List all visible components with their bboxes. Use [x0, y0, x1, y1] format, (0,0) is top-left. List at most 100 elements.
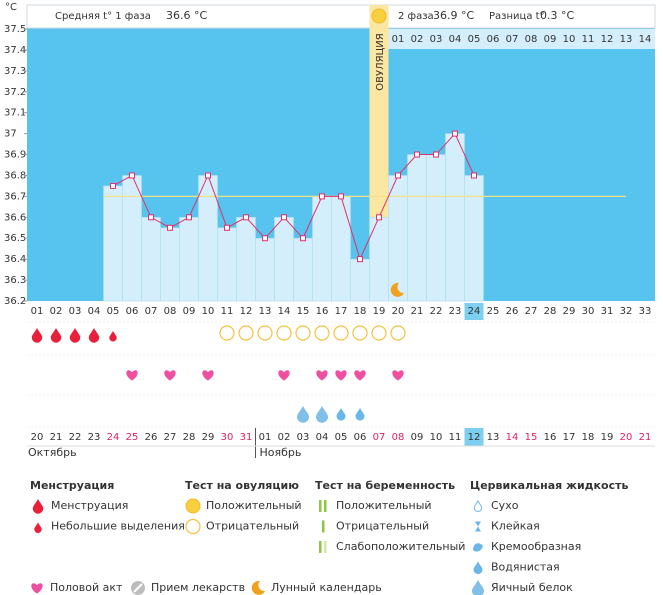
date: 19 [601, 432, 614, 443]
temperature-point [262, 235, 268, 242]
temperature-point [281, 214, 287, 221]
temperature-point [167, 224, 173, 231]
date: 06 [354, 432, 367, 443]
date: 03 [297, 432, 310, 443]
cycle-day: 20 [392, 306, 405, 317]
temperature-bar [388, 175, 408, 302]
date: 05 [335, 432, 348, 443]
ovulation-positive-icon [371, 8, 387, 24]
cycle-day: 22 [430, 306, 443, 317]
cycle-day: 09 [183, 306, 196, 317]
legend-item: Кремообразная [491, 540, 581, 553]
cycle-day: 24 [468, 306, 481, 317]
temperature-point [338, 193, 344, 200]
legend-item: Половой акт [50, 581, 123, 594]
ovulation-negative-icon [390, 325, 406, 341]
post-ovulation-day: 01 [392, 34, 405, 45]
date: 04 [316, 432, 329, 443]
post-ovulation-day: 10 [563, 34, 576, 45]
y-tick-label: 36.5 [4, 233, 26, 244]
temperature-bar [179, 217, 199, 302]
date: 01 [259, 432, 272, 443]
date: 09 [411, 432, 424, 443]
temperature-bar [464, 175, 484, 302]
date: 21 [639, 432, 652, 443]
today-cell [464, 428, 484, 446]
date: 17 [563, 432, 576, 443]
legend-item: Клейкая [491, 520, 540, 533]
legend-item: Отрицательный [206, 520, 299, 533]
ovulation-negative-icon [371, 325, 387, 341]
pill-icon [133, 583, 143, 593]
date: 12 [468, 432, 481, 443]
pregnancy-icon [319, 500, 322, 512]
cycle-day: 06 [126, 306, 139, 317]
ovulation-positive-icon [185, 498, 201, 514]
today-cell [464, 303, 484, 320]
temperature-point [357, 256, 363, 263]
legend-item: Прием лекарств [151, 581, 245, 594]
date: 16 [544, 432, 557, 443]
y-tick-label: 36.3 [4, 275, 26, 286]
ovulation-negative-icon [238, 325, 254, 341]
post-ovulation-day: 08 [525, 34, 538, 45]
cycle-day: 17 [335, 306, 348, 317]
phase2-value: 36.9 °C [433, 9, 474, 22]
legend-item: Слабоположительный [336, 540, 465, 553]
temperature-bar [160, 227, 180, 302]
legend-item: Сухо [491, 499, 519, 512]
y-tick-label: 37.5 [4, 24, 26, 35]
date: 10 [430, 432, 443, 443]
cycle-day: 08 [164, 306, 177, 317]
legend-title: Тест на овуляцию [185, 479, 299, 492]
cycle-day: 25 [487, 306, 500, 317]
post-ovulation-day: 06 [487, 34, 500, 45]
temperature-point [376, 214, 382, 221]
ovulation-negative-icon [333, 325, 349, 341]
date: 20 [620, 432, 633, 443]
temperature-bar [369, 217, 389, 302]
date: 21 [50, 432, 63, 443]
temperature-point [452, 130, 458, 137]
intercourse-icon [354, 370, 366, 381]
date: 08 [392, 432, 405, 443]
date: 29 [202, 432, 215, 443]
pregnancy-icon [322, 520, 325, 533]
cycle-day: 29 [563, 306, 576, 317]
post-ovulation-day: 02 [411, 34, 424, 45]
temperature-point [414, 151, 420, 158]
phase2-label: 2 фаза [398, 11, 434, 22]
egg-white-icon [297, 406, 309, 423]
post-ovulation-day: 05 [468, 34, 481, 45]
cycle-day: 03 [69, 306, 82, 317]
legend-item: Лунный календарь [271, 581, 382, 594]
date: 14 [506, 432, 519, 443]
date: 02 [278, 432, 291, 443]
temperature-bar [350, 258, 370, 302]
ovulation-negative-icon [185, 518, 201, 535]
y-tick-label: 36.2 [4, 296, 26, 307]
temperature-bar [274, 217, 294, 302]
creamy-icon [473, 543, 483, 552]
sticky-icon [475, 521, 481, 532]
legend-item: Водянистая [491, 561, 560, 574]
temperature-point [129, 172, 135, 179]
cycle-day: 23 [449, 306, 462, 317]
cycle-day: 11 [221, 306, 234, 317]
menstruation-icon [32, 499, 44, 514]
egg-white-icon [316, 406, 328, 423]
y-tick-label: 37.4 [4, 45, 26, 56]
temperature-bar [217, 227, 237, 302]
temperature-bar [426, 154, 446, 302]
ovulation-negative-icon [314, 325, 330, 341]
cycle-day: 16 [316, 306, 329, 317]
post-ovulation-day: 11 [582, 34, 595, 45]
y-tick-label: 36.9 [4, 150, 26, 161]
month-label: Октябрь [28, 446, 77, 459]
header-box [26, 4, 656, 29]
temperature-point [319, 193, 325, 200]
y-tick-label: 37.1 [4, 108, 26, 119]
menstruation-icon [31, 328, 43, 343]
intercourse-icon [316, 370, 328, 381]
